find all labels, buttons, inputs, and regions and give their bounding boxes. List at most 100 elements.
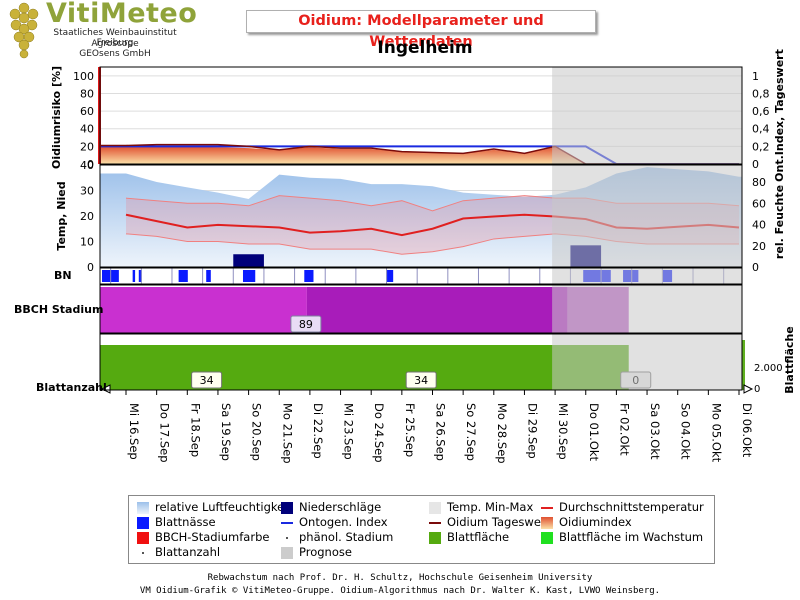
legend-label: Blattnässe <box>155 515 216 529</box>
x-tick-label: Mi 23.Sep <box>342 403 356 460</box>
legend-label: Temp. Min-Max <box>447 500 534 514</box>
panel-border <box>99 267 743 285</box>
legend-label: Blattfläche <box>447 530 510 544</box>
legend-label: Ontogen. Index <box>299 515 388 529</box>
x-tick-label: Mo 21.Sep <box>280 403 294 464</box>
leaf-count-badge <box>191 371 223 389</box>
oidium-y2tick: 0,2 <box>752 140 770 153</box>
ontogen-line-icon <box>281 522 293 524</box>
institute-line: Staatliches Weinbauinstitut Freiburg <box>53 28 177 48</box>
leaf-right-marker <box>742 340 745 390</box>
leaf-growth-icon <box>541 532 553 544</box>
humidity-area-icon <box>137 502 149 514</box>
oidium-area-icon <box>541 517 553 529</box>
bbch-value-badge <box>290 315 322 333</box>
oidium-y2tick: 0,8 <box>752 87 770 100</box>
x-tick-label: Di 22.Sep <box>311 403 325 459</box>
chart-area: 02040608010000,20,40,60,8101020304002040… <box>14 49 796 464</box>
weather-ytick: 40 <box>80 159 94 172</box>
leaf-y2tick: 0 <box>754 384 760 395</box>
weather-y2tick: 0 <box>752 261 759 274</box>
oidium-ytick: 20 <box>80 140 94 153</box>
leaf-count-text: 34 <box>414 374 428 387</box>
agroscope-line: Agroscope <box>91 39 139 49</box>
stage-dot-icon <box>286 537 288 539</box>
leaf-count-badge <box>405 371 437 389</box>
weather-y2tick: 40 <box>752 219 766 232</box>
chart-title: Oidium: Modellparameter und Wetterdaten <box>246 10 596 50</box>
x-tick-label: Mo 28.Sep <box>495 403 509 464</box>
x-tick-label: Fr 18.Sep <box>188 403 202 457</box>
leaf-wetness-block <box>132 270 136 282</box>
leaf-wetness-block <box>206 270 211 282</box>
legend-label: Oidium Tageswert <box>447 515 551 529</box>
panel-border <box>99 333 743 391</box>
weather-y2tick: 60 <box>752 197 766 210</box>
leaf-wetness-block <box>108 270 119 282</box>
legend-label: Blattanzahl <box>155 545 221 559</box>
weather-ytick: 10 <box>80 236 94 249</box>
weather-y2tick: 80 <box>752 176 766 189</box>
brand-name: VitiMeteo <box>46 0 198 29</box>
temp-line-icon <box>541 507 553 509</box>
x-tick-label: So 04.Okt <box>679 403 693 460</box>
leaf-count-text: 34 <box>200 374 214 387</box>
x-tick-label: Do 01.Okt <box>587 403 601 462</box>
leaf-y2label: Blattfläche <box>783 326 796 393</box>
panel-border <box>99 284 743 334</box>
precip-bar-icon <box>281 502 293 514</box>
legend-label: phänol. Stadium <box>299 530 394 544</box>
x-tick-label: Mi 16.Sep <box>127 403 141 460</box>
x-tick-label: Mi 30.Sep <box>556 403 570 460</box>
logo: VitiMeteo Staatliches Weinbauinstitut Fr… <box>0 0 197 62</box>
forecast-icon <box>281 547 293 559</box>
oidium-y2tick: 0 <box>752 158 759 171</box>
leaf-wetness-block <box>138 270 142 282</box>
leaf-wetness-block <box>178 270 188 282</box>
precip-bar <box>233 254 264 267</box>
x-tick-label: Di 29.Sep <box>525 403 539 459</box>
weather-ytick: 0 <box>87 261 94 274</box>
credit-line-1: Rebwachstum nach Prof. Dr. H. Schultz, H… <box>207 573 593 583</box>
oidium-y2label: Ont.Index, Tageswert <box>773 49 786 182</box>
panel-border <box>99 164 743 268</box>
weather-y2label: rel. Feuchte <box>773 185 786 259</box>
oidium-y2tick: 0,6 <box>752 105 770 118</box>
legend-label: Prognose <box>299 545 352 559</box>
bbch-color-icon <box>137 532 149 544</box>
bbch-segment <box>100 287 307 333</box>
legend-label: Niederschläge <box>299 500 382 514</box>
geosens-line: GEOsens GmbH <box>79 49 151 59</box>
x-tick-label: So 27.Sep <box>464 403 478 461</box>
x-tick-label: Do 17.Sep <box>158 403 172 463</box>
legend-label: Durchschnittstemperatur <box>559 500 704 514</box>
x-tick-label: Do 24.Sep <box>372 403 386 463</box>
leaf-area-fill <box>100 345 629 390</box>
right-arrow-icon <box>743 384 754 394</box>
oidium-ytick: 0 <box>87 158 94 171</box>
legend-label: relative Luftfeuchtigkeit <box>155 500 292 514</box>
oidium-ytick: 80 <box>80 87 94 100</box>
x-tick-label: Sa 26.Sep <box>434 403 448 461</box>
oidium-ytick: 100 <box>73 70 94 83</box>
x-tick-label: Mo 05.Okt <box>709 403 723 463</box>
leaf-wetness-block <box>242 270 256 282</box>
legend-label: Blattfläche im Wachstum <box>559 530 704 544</box>
legend: relative Luftfeuchtigkeit Niederschläge Te… <box>128 495 715 564</box>
panel-border <box>99 66 743 165</box>
leaf-wetness-block <box>387 270 394 282</box>
bbch-label: BBCH Stadium <box>14 303 103 316</box>
credit-line-2: VM Oidium-Grafik © VitiMeteo-Gruppe. Oid… <box>139 586 661 596</box>
x-tick-label: Fr 25.Sep <box>403 403 417 457</box>
oidium-ylabel: Oidiumrisiko [%] <box>50 66 63 169</box>
x-tick-label: Sa 19.Sep <box>219 403 233 461</box>
oidiumindex-area <box>100 146 742 164</box>
oidium-y2tick: 0,4 <box>752 123 770 136</box>
leaf-area-icon <box>429 532 441 544</box>
x-tick-label: Di 06.Okt <box>740 403 754 458</box>
grape-logo-icon <box>9 2 39 59</box>
weather-ytick: 20 <box>80 210 94 223</box>
oidium-y2tick: 1 <box>752 70 759 83</box>
oidium-ytick: 40 <box>80 123 94 136</box>
bbch-segment <box>306 287 568 333</box>
